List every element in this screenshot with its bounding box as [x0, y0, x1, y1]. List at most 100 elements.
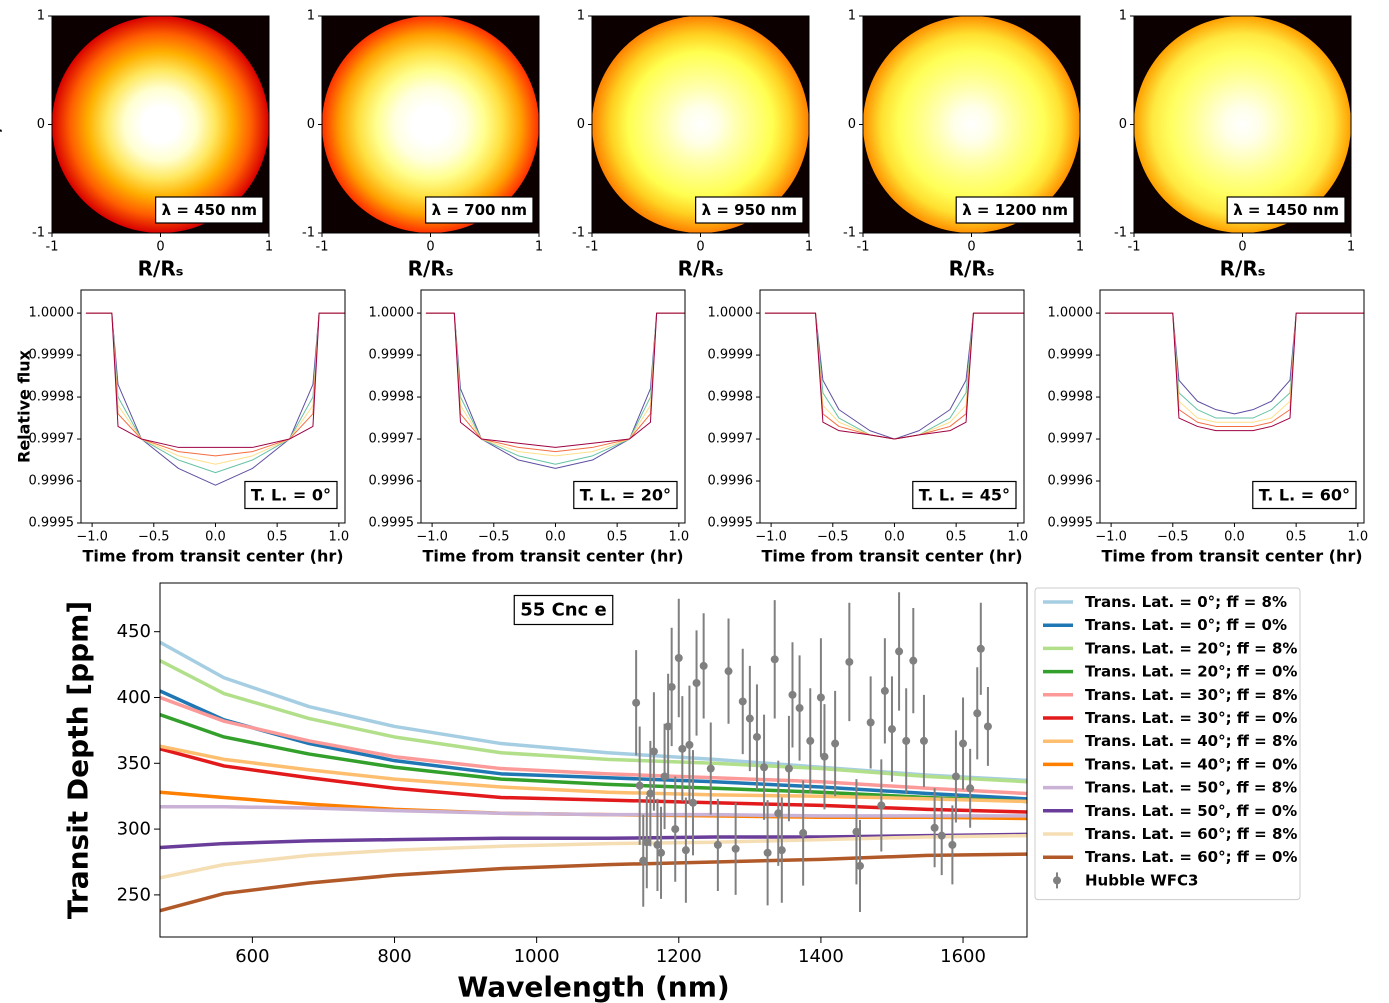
x-tick-label: 1000	[514, 946, 560, 967]
data-point	[951, 772, 960, 781]
series-line	[160, 747, 1027, 814]
legend-label: Trans. Lat. = 50°, ff = 0%	[1085, 802, 1297, 820]
stellar-disk	[52, 16, 269, 233]
series-line	[1104, 312, 1364, 415]
y-axis-label: R/Rₛ	[0, 101, 5, 147]
x-tick-label: −0.5	[478, 529, 510, 544]
x-tick-label: 1	[1076, 239, 1084, 254]
series-line	[1104, 312, 1364, 432]
x-tick-label: −1.0	[76, 529, 108, 544]
y-tick-label: 0.9999	[708, 348, 754, 363]
y-tick-label: 0	[1119, 117, 1127, 132]
frame	[1099, 289, 1365, 524]
series-line	[85, 312, 345, 448]
plot-area	[764, 312, 1024, 440]
data-point	[667, 682, 676, 691]
annotation: λ = 1450 nm	[1226, 196, 1346, 224]
data-point	[937, 831, 946, 840]
x-tick-label: 1.0	[1007, 529, 1028, 544]
y-tick-label: 0.9996	[708, 474, 754, 489]
y-tick-label: 450	[117, 621, 151, 642]
stellar-disk	[592, 16, 809, 233]
y-tick-label: 1	[307, 9, 315, 24]
x-axis-label: R/Rₛ	[678, 257, 724, 281]
annotation: T. L. = 0°	[244, 480, 338, 510]
y-tick-label: 1	[848, 9, 856, 24]
plot-area	[160, 592, 1027, 913]
y-tick-label: 0	[848, 117, 856, 132]
annotation-text: λ = 450 nm	[162, 201, 257, 219]
data-point	[770, 655, 779, 664]
x-axis-label: R/Rₛ	[138, 257, 184, 281]
y-tick-label: 0.9995	[369, 516, 415, 531]
data-point	[909, 656, 918, 665]
annotation-box	[1226, 196, 1346, 224]
y-tick-label: -1	[843, 226, 856, 241]
data-point	[948, 840, 957, 849]
annotation: λ = 1200 nm	[955, 196, 1075, 224]
data-point	[976, 644, 985, 653]
x-tick-label: −0.5	[817, 529, 849, 544]
x-tick-label: -1	[857, 239, 870, 254]
annotation: T. L. = 20°	[573, 480, 678, 510]
x-tick-label: 0	[426, 239, 434, 254]
x-tick-label: 1	[265, 239, 273, 254]
y-tick-label: 300	[117, 819, 151, 840]
data-point	[649, 747, 658, 756]
series-line	[85, 312, 345, 465]
plot-area	[425, 312, 685, 469]
data-point	[820, 752, 829, 761]
data-point	[877, 801, 886, 810]
y-tick-label: 0.9996	[1048, 474, 1094, 489]
data-point	[788, 690, 797, 699]
x-axis-label: Wavelength (nm)	[457, 970, 729, 1003]
legend-label: Trans. Lat. = 40°; ff = 8%	[1085, 732, 1297, 750]
y-tick-label: 0.9997	[369, 432, 415, 447]
x-tick-label: 0.5	[267, 529, 288, 544]
data-point	[866, 718, 875, 727]
x-tick-label: −1.0	[1095, 529, 1127, 544]
y-tick-label: 0.9999	[369, 348, 415, 363]
y-tick-label: 400	[117, 687, 151, 708]
x-tick-label: −1.0	[755, 529, 787, 544]
series-line	[160, 804, 1027, 818]
series-line	[85, 312, 345, 486]
annotation-box	[955, 196, 1075, 224]
series-line	[1104, 312, 1364, 419]
y-tick-label: 1	[577, 9, 585, 24]
x-tick-label: 1.0	[328, 529, 349, 544]
series-line	[1104, 312, 1364, 423]
frame	[51, 15, 270, 234]
data-point	[632, 698, 641, 707]
y-tick-label: 0.9998	[369, 390, 415, 405]
series-line	[764, 312, 1024, 440]
y-tick-label: -1	[1114, 226, 1127, 241]
y-tick-label: 1.0000	[708, 306, 754, 321]
x-tick-label: 0	[1238, 239, 1246, 254]
data-point	[745, 714, 754, 723]
y-tick-label: 0.9999	[1048, 348, 1094, 363]
data-point	[657, 848, 666, 857]
annotation-box	[513, 594, 614, 626]
series-line	[764, 312, 1024, 440]
y-tick-label: 0.9995	[29, 516, 75, 531]
frame	[321, 15, 540, 234]
data-point	[902, 736, 911, 745]
data-point	[671, 825, 680, 834]
data-point	[880, 686, 889, 695]
legend-box	[1034, 587, 1301, 901]
legend-label: Trans. Lat. = 0°; ff = 8%	[1085, 593, 1287, 611]
data-point	[681, 846, 690, 855]
x-tick-label: 1600	[940, 946, 986, 967]
data-point	[777, 846, 786, 855]
x-tick-label: -1	[586, 239, 599, 254]
legend-label: Hubble WFC3	[1085, 871, 1198, 889]
annotation-text: λ = 700 nm	[432, 201, 527, 219]
x-tick-label: −1.0	[416, 529, 448, 544]
data-point	[738, 697, 747, 706]
series-line	[160, 695, 1027, 796]
x-axis-label: Time from transit center (hr)	[82, 547, 343, 566]
data-point	[678, 744, 687, 753]
annotation-box	[244, 480, 338, 510]
series-line	[160, 744, 1027, 804]
